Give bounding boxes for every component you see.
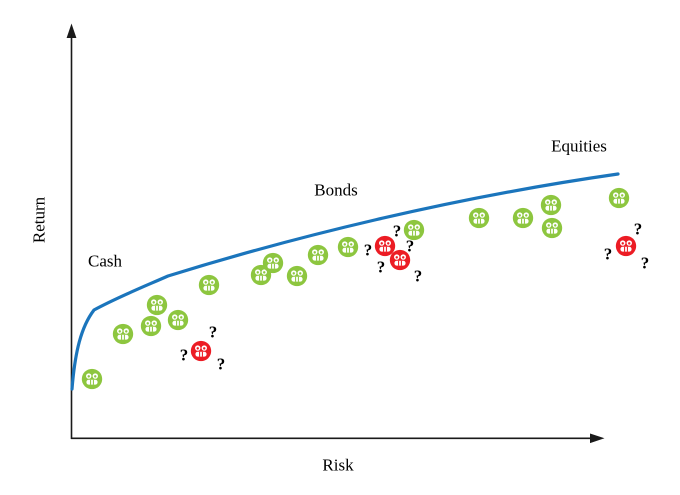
red-face-marker	[190, 340, 212, 362]
red-face-marker	[615, 235, 637, 257]
y-axis-arrowhead-icon	[66, 23, 77, 38]
green-face-marker	[146, 294, 168, 316]
question-mark: ?	[633, 219, 643, 239]
green-face-marker	[541, 217, 563, 239]
question-mark: ?	[208, 322, 218, 342]
green-face-marker	[468, 207, 490, 229]
green-face-marker	[198, 274, 220, 296]
green-face-marker	[81, 368, 103, 390]
green-face-marker	[403, 219, 425, 241]
green-face-marker	[608, 187, 630, 209]
red-face-marker	[389, 249, 411, 271]
question-mark: ?	[363, 240, 373, 260]
question-mark: ?	[216, 354, 226, 374]
red-face-marker	[374, 235, 396, 257]
curve-label-cash: Cash	[88, 251, 122, 271]
green-face-marker	[140, 315, 162, 337]
question-mark: ?	[376, 257, 386, 277]
green-face-marker	[112, 323, 134, 345]
question-mark: ?	[392, 221, 402, 241]
question-mark: ?	[405, 236, 415, 256]
green-face-marker	[540, 194, 562, 216]
x-axis-arrowhead-icon	[590, 433, 605, 444]
question-mark: ?	[603, 244, 613, 264]
green-face-marker	[337, 236, 359, 258]
green-face-marker	[262, 252, 284, 274]
green-face-marker	[307, 244, 329, 266]
question-mark: ?	[413, 266, 423, 286]
curve-label-equities: Equities	[551, 136, 607, 156]
x-axis-label: Risk	[322, 455, 354, 475]
green-face-marker	[512, 207, 534, 229]
green-face-marker	[286, 265, 308, 287]
risk-return-curve	[70, 172, 620, 391]
question-mark: ?	[640, 253, 650, 273]
y-axis-label: Return	[29, 196, 49, 244]
question-mark: ?	[179, 345, 189, 365]
green-face-marker	[167, 309, 189, 331]
curve-label-bonds: Bonds	[314, 180, 358, 200]
